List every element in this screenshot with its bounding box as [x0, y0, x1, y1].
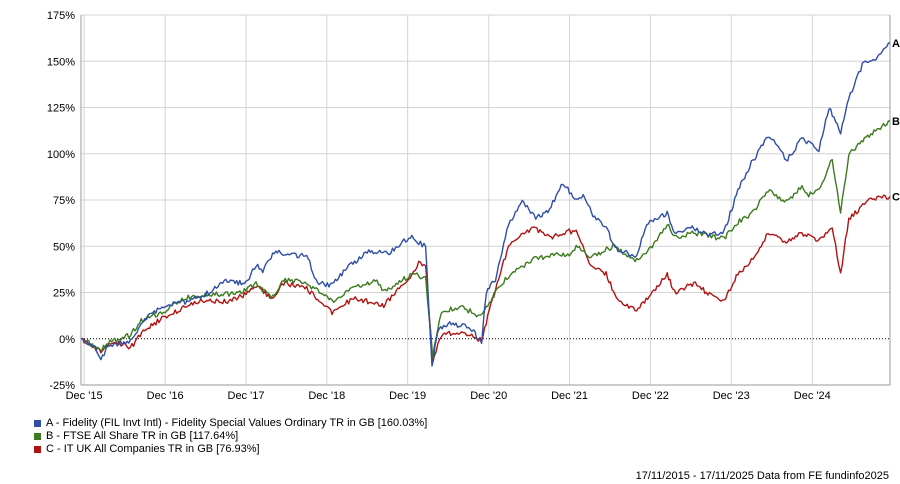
- x-tick-label: Dec '18: [308, 390, 345, 400]
- legend-swatch-a: [34, 420, 41, 427]
- chart-grid: [81, 14, 890, 386]
- legend: A - Fidelity (FIL Invt Intl) - Fidelity …: [34, 417, 427, 456]
- series-end-label-b: B: [892, 116, 900, 128]
- performance-chart: -25%0%25%50%75%100%125%150%175% Dec '15 D…: [47, 10, 900, 400]
- plot-area: [80, 15, 891, 386]
- series-line-b: [80, 120, 891, 359]
- y-tick-label: 125%: [47, 103, 75, 115]
- x-tick-label: Dec '17: [228, 390, 265, 400]
- x-tick-label: Dec '15: [66, 390, 103, 400]
- series-line-a: [80, 42, 891, 367]
- legend-label-a: A - Fidelity (FIL Invt Intl) - Fidelity …: [46, 417, 428, 429]
- x-axis: Dec '15 Dec '16 Dec '17 Dec '18 Dec '19 Dec '…: [66, 390, 831, 400]
- legend-label-b: B - FTSE All Share TR in GB [117.64%]: [46, 430, 239, 442]
- legend-label-c: C - IT UK All Companies TR in GB [76.93%…: [46, 443, 260, 455]
- series-line-c: [80, 194, 891, 364]
- series-end-label-c: C: [892, 191, 900, 203]
- y-tick-label: 150%: [47, 56, 75, 68]
- source-footer: 17/11/2015 - 17/11/2025 Data from FE fun…: [635, 470, 889, 482]
- y-tick-label: 0%: [59, 334, 75, 346]
- x-tick-label: Dec '21: [551, 390, 588, 400]
- x-tick-label: Dec '20: [470, 390, 507, 400]
- legend-item-a: A - Fidelity (FIL Invt Intl) - Fidelity …: [34, 417, 427, 430]
- x-tick-label: Dec '19: [389, 390, 426, 400]
- series-layer: [80, 42, 891, 367]
- x-tick-label: Dec '24: [794, 390, 831, 400]
- y-tick-label: 100%: [47, 149, 75, 161]
- x-tick-label: Dec '16: [147, 390, 184, 400]
- y-axis: -25% 0% 25% 50% 75% 100% 125% 150% 175%: [47, 10, 75, 392]
- y-tick-label: 175%: [47, 10, 75, 22]
- y-tick-label: 75%: [53, 195, 75, 207]
- legend-item-c: C - IT UK All Companies TR in GB [76.93%…: [34, 443, 427, 456]
- x-tick-label: Dec '23: [713, 390, 750, 400]
- x-tick-label: Dec '22: [632, 390, 669, 400]
- y-tick-label: -25%: [49, 380, 75, 392]
- legend-item-b: B - FTSE All Share TR in GB [117.64%]: [34, 430, 427, 443]
- y-tick-label: 50%: [53, 241, 75, 253]
- legend-swatch-b: [34, 433, 41, 440]
- series-end-label-a: A: [892, 38, 900, 50]
- y-tick-label: 25%: [53, 288, 75, 300]
- end-labels: C B A: [892, 38, 900, 204]
- legend-swatch-c: [34, 446, 41, 453]
